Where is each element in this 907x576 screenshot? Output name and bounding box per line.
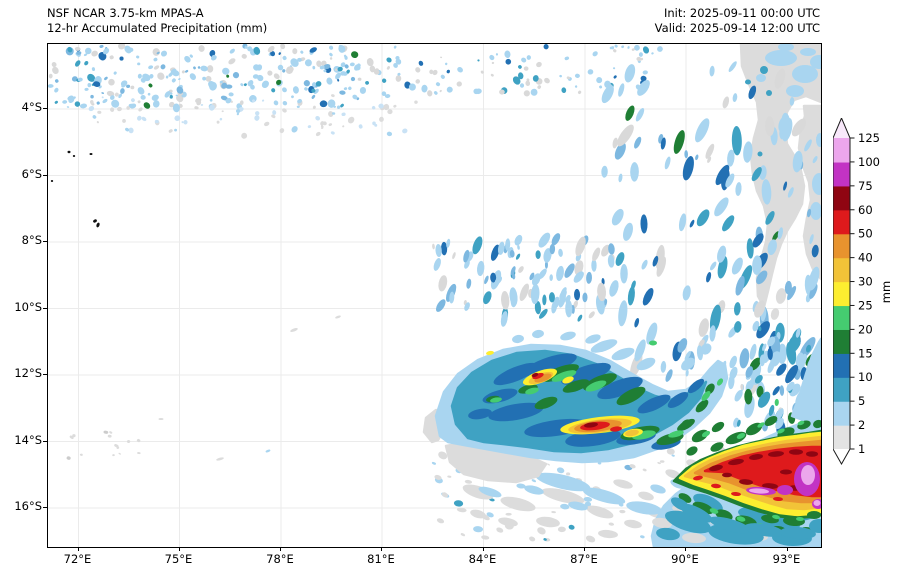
colorbar-tick-label: 75 xyxy=(858,179,873,193)
colorbar-tick-label: 50 xyxy=(858,227,873,241)
colorbar-tick-label: 125 xyxy=(858,131,880,145)
y-tick-mark xyxy=(43,241,47,242)
precip-layer xyxy=(749,465,821,506)
colorbar-segment xyxy=(833,353,850,378)
colorbar-tick-label: 2 xyxy=(858,418,865,432)
colorbar-tick-label: 30 xyxy=(858,275,873,289)
x-tick-label: 84°E xyxy=(468,552,497,566)
precip-layer xyxy=(66,430,141,460)
x-tick-label: 75°E xyxy=(164,552,193,566)
precip-layer xyxy=(790,337,821,423)
title-line2: 12-hr Accumulated Precipitation (mm) xyxy=(47,21,268,35)
valid-time: Valid: 2025-09-14 12:00 UTC xyxy=(654,21,820,35)
y-tick-mark xyxy=(43,174,47,176)
colorbar-segment xyxy=(833,257,850,283)
x-tick-label: 90°E xyxy=(671,552,699,566)
colorbar-segment xyxy=(833,377,850,402)
x-tick-mark xyxy=(786,547,788,551)
y-tick-mark xyxy=(43,440,47,442)
y-tick-label: 6°S xyxy=(21,166,42,181)
colorbar-tick-label: 20 xyxy=(858,322,873,336)
colorbar-tick-label: 5 xyxy=(858,394,865,408)
precip-layer xyxy=(48,44,362,113)
precip-layer xyxy=(462,459,700,539)
y-tick-label: 4°S xyxy=(21,100,42,114)
y-tick-mark xyxy=(43,307,47,309)
x-tick-mark xyxy=(381,547,382,551)
y-tick-label: 12°S xyxy=(14,366,42,380)
precip-layer xyxy=(670,497,821,540)
colorbar-tick-label: 60 xyxy=(858,203,873,217)
precip-layer xyxy=(490,340,724,440)
y-tick-label: 16°S xyxy=(14,499,42,513)
y-tick-mark xyxy=(43,507,47,508)
y-tick-mark xyxy=(43,374,47,375)
y-tick-mark xyxy=(43,108,47,109)
x-tick-label: 93°E xyxy=(772,552,801,566)
precip-layer xyxy=(50,150,100,228)
title-line1: NSF NCAR 3.75-km MPAS-A xyxy=(47,6,204,20)
colorbar-segment xyxy=(833,233,850,259)
colorbar-over-arrow xyxy=(833,118,850,138)
x-tick-mark xyxy=(685,547,686,551)
colorbar-segment xyxy=(833,138,850,163)
colorbar-segment xyxy=(833,305,850,330)
colorbar-segment xyxy=(833,329,850,354)
colorbar-segment xyxy=(833,185,850,211)
precip-layer xyxy=(756,44,821,220)
precip-layer xyxy=(158,288,787,461)
x-tick-mark xyxy=(280,547,281,551)
y-tick-label: 8°S xyxy=(21,233,42,247)
precip-layer xyxy=(88,92,418,139)
colorbar-segment xyxy=(833,209,850,235)
x-tick-label: 78°E xyxy=(266,552,294,566)
y-tick-label: 10°S xyxy=(14,299,42,314)
colorbar-tick-label: 40 xyxy=(858,251,873,265)
x-tick-mark xyxy=(178,547,180,551)
precip-layer xyxy=(432,232,619,327)
map-canvas xyxy=(48,44,821,547)
colorbar-segment xyxy=(833,281,850,307)
precip-layer xyxy=(709,449,818,495)
run-metadata: Init: 2025-09-11 00:00 UTC Valid: 2025-0… xyxy=(655,6,820,36)
colorbar-segment xyxy=(833,425,850,450)
precip-layer xyxy=(745,66,772,157)
colorbar-tick-label: 100 xyxy=(858,155,880,169)
colorbar-under-arrow xyxy=(833,449,850,464)
x-tick-mark xyxy=(77,547,79,551)
plot-title: NSF NCAR 3.75-km MPAS-A 12-hr Accumulate… xyxy=(47,6,267,36)
precip-layer xyxy=(337,44,663,97)
colorbar-tick-label: 10 xyxy=(858,370,873,384)
colorbar-segment xyxy=(833,161,850,187)
x-tick-mark xyxy=(482,547,484,551)
map-area xyxy=(47,43,822,548)
x-tick-label: 72°E xyxy=(63,552,92,566)
init-time: Init: 2025-09-11 00:00 UTC xyxy=(664,6,820,20)
precip-layer xyxy=(531,372,598,428)
colorbar-tick-label: 1 xyxy=(858,442,865,456)
y-tick-label: 14°S xyxy=(14,432,42,447)
x-tick-label: 87°E xyxy=(570,552,598,566)
x-tick-label: 81°E xyxy=(367,552,395,566)
precip-layer xyxy=(512,329,712,371)
x-tick-mark xyxy=(584,547,585,551)
colorbar-units-label: mm xyxy=(879,280,893,304)
colorbar-segment xyxy=(833,401,850,426)
colorbar-tick-label: 15 xyxy=(858,346,873,360)
colorbar-tick-label: 25 xyxy=(858,298,873,312)
